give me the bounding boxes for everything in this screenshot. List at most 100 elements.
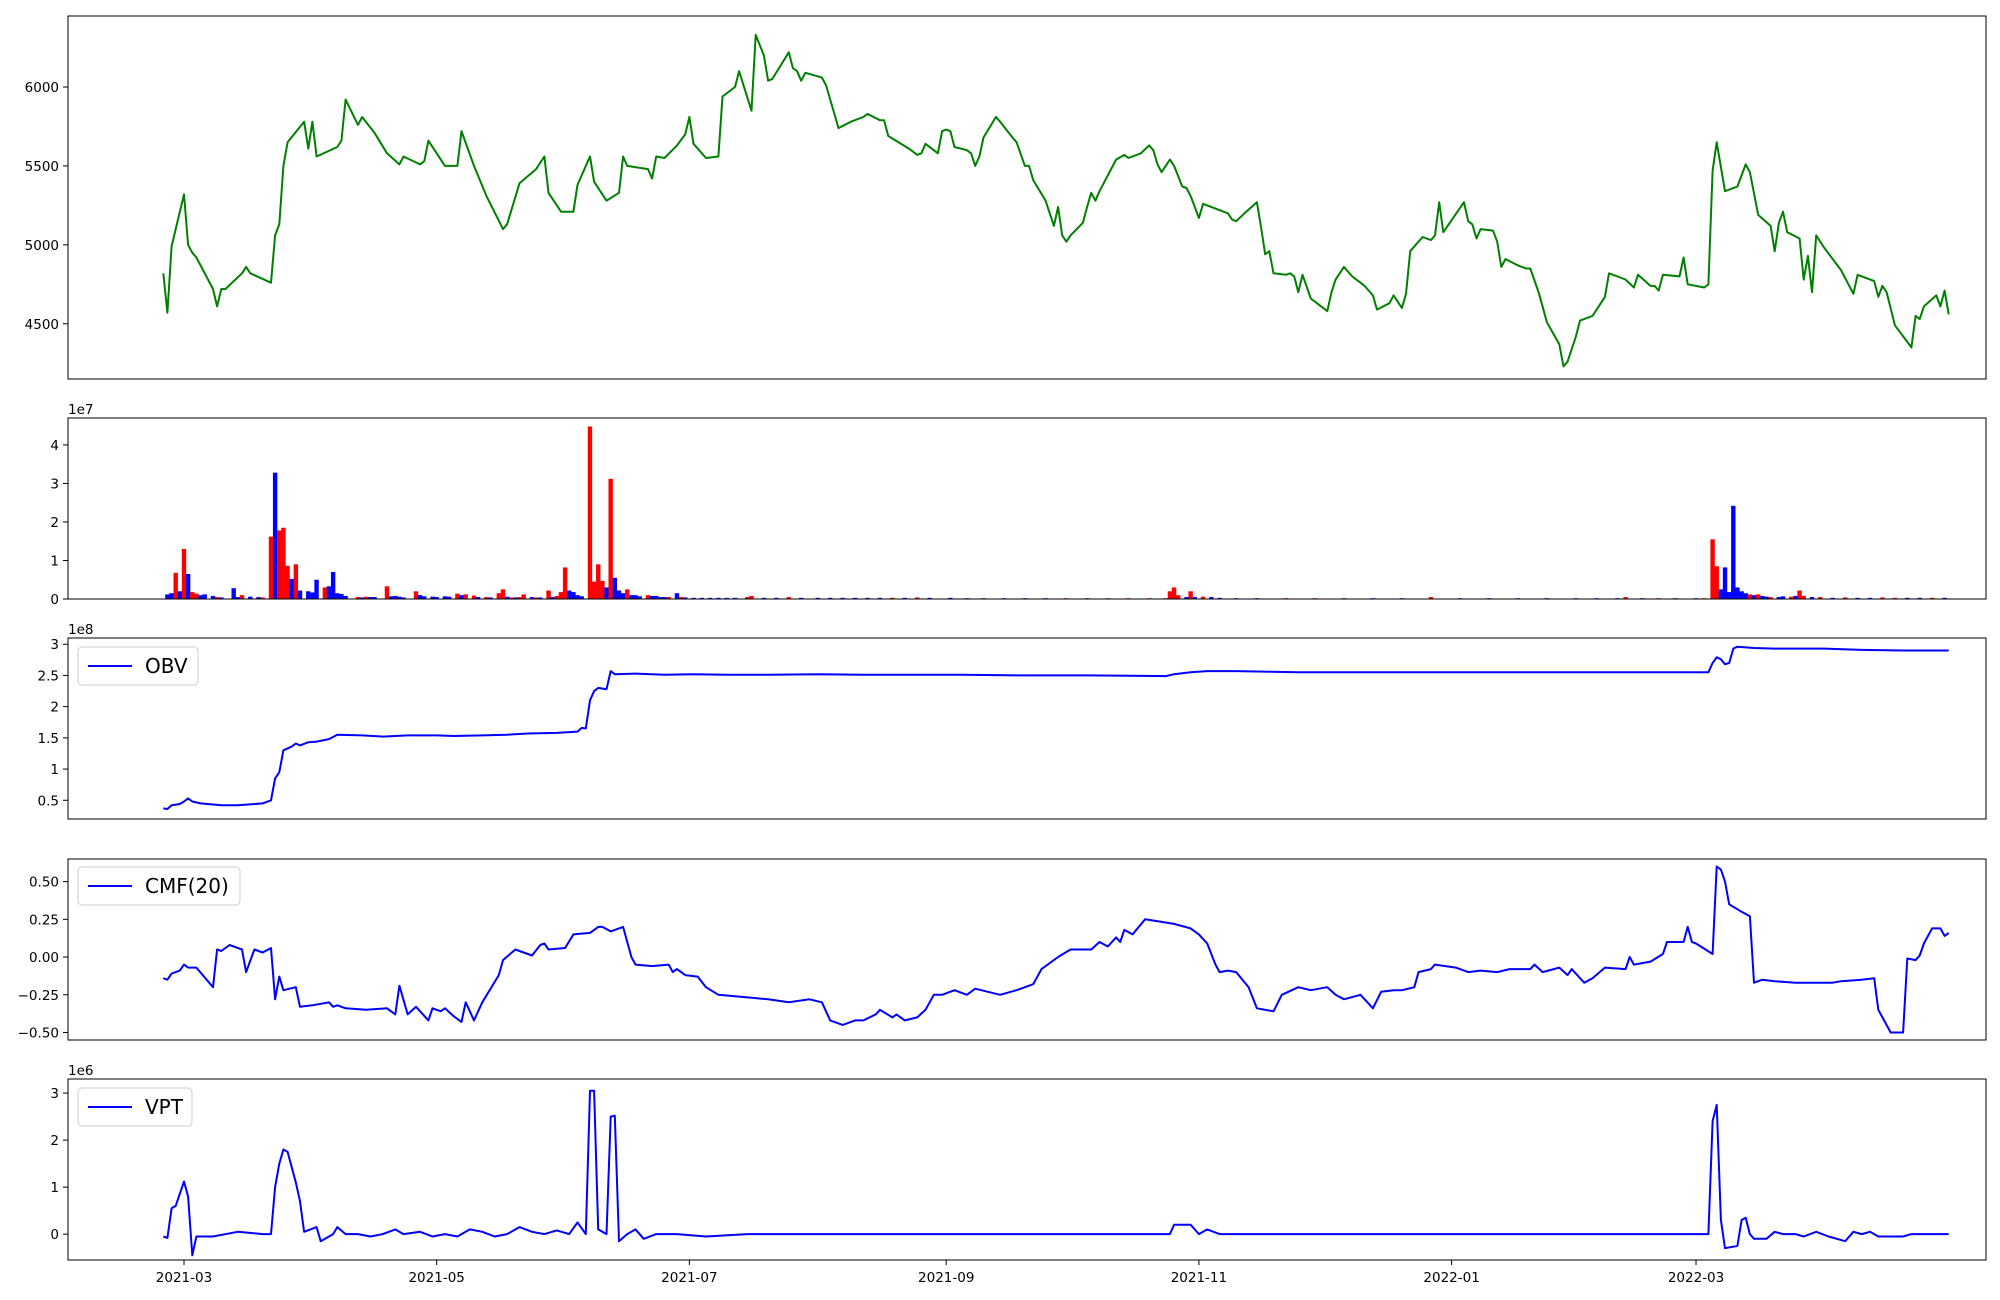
volume-bar: [927, 597, 932, 599]
volume-bar: [558, 592, 564, 599]
volume-bar: [165, 594, 170, 599]
volume-bar: [674, 593, 680, 599]
vpt-exponent-label: 1e6: [68, 1063, 93, 1079]
price-axes-frame: [67, 15, 1987, 380]
obv-series-line: [163, 645, 1949, 810]
volume-ytick-label: 0: [50, 592, 59, 608]
volume-bar: [422, 596, 427, 599]
x-tick-label: 2021-09: [918, 1270, 974, 1286]
volume-bar: [1167, 591, 1173, 599]
volume-bar: [281, 527, 286, 599]
volume-bar: [915, 597, 920, 599]
volume-bar: [401, 597, 406, 599]
volume-bar: [1735, 587, 1740, 599]
vpt-legend-label: VPT: [145, 1095, 184, 1119]
volume-bar: [260, 597, 265, 599]
volume-bar: [604, 587, 609, 599]
volume-bar: [724, 597, 729, 599]
price-ytick-label: 5000: [25, 238, 59, 254]
volume-bar: [1780, 596, 1786, 599]
volume-bar: [343, 595, 348, 599]
volume-bar: [761, 597, 767, 599]
vpt-series-line: [162, 1089, 1949, 1257]
vpt-ytick-label: 3: [50, 1086, 59, 1102]
price-series-line: [162, 33, 1950, 368]
volume-bar: [268, 536, 274, 599]
volume-bar: [629, 595, 634, 599]
vpt-legend-box: [77, 1087, 193, 1127]
x-tick-label: 2022-01: [1423, 1270, 1479, 1286]
volume-bar: [1768, 597, 1773, 599]
volume-bar: [297, 590, 303, 599]
volume-bar: [890, 597, 895, 599]
volume-bar: [707, 597, 713, 599]
vpt-axes-frame: [67, 1078, 1987, 1261]
volume-bar: [509, 597, 514, 599]
volume-bar: [277, 530, 282, 599]
volume-bar: [430, 596, 435, 599]
volume-bar: [1623, 597, 1628, 599]
volume-bar: [637, 596, 642, 599]
volume-bar: [500, 589, 506, 599]
volume-bar: [372, 597, 377, 599]
volume-bar: [716, 597, 721, 599]
volume-bar: [194, 593, 199, 599]
volume-bar: [1714, 566, 1719, 599]
volume-bar: [616, 590, 622, 599]
obv-ytick-label: 0.5: [38, 793, 59, 809]
volume-bar: [198, 595, 203, 599]
cmf-ytick-label: 0.00: [29, 950, 59, 966]
x-tick-label: 2021-03: [156, 1270, 212, 1286]
volume-bar: [384, 586, 390, 599]
volume-bar: [285, 565, 290, 599]
volume-bar: [1764, 596, 1769, 599]
volume-bar: [413, 591, 419, 599]
volume-bar: [322, 587, 328, 599]
volume-bar: [293, 564, 299, 599]
volume-bar: [1809, 597, 1815, 599]
x-tick-label: 2022-03: [1668, 1270, 1724, 1286]
volume-bar: [231, 588, 236, 599]
obv-legend: OBV: [77, 646, 199, 686]
cmf-legend-box: [77, 866, 241, 906]
x-tick-label: 2021-11: [1171, 1270, 1227, 1286]
volume-bar: [625, 589, 630, 599]
vpt-panel: 1e6 VPT 0 1 2 3 2021-03 2021-05 2021-07 2021-09…: [50, 1063, 1987, 1286]
volume-bar: [1929, 597, 1935, 599]
volume-ytick-label: 2: [50, 515, 59, 531]
volume-bar: [496, 593, 502, 599]
volume-bar: [575, 595, 580, 599]
obv-ytick-label: 2: [50, 700, 59, 716]
volume-bar: [446, 596, 452, 599]
volume-bar: [289, 578, 294, 599]
volume-bar: [902, 597, 907, 599]
volume-bar: [1855, 597, 1860, 599]
volume-bar: [1188, 591, 1193, 599]
volume-axes-frame: [67, 417, 1987, 600]
volume-bar: [355, 597, 361, 599]
volume-bar: [504, 596, 510, 599]
cmf-ytick-label: 0.50: [29, 875, 59, 891]
volume-bar: [649, 595, 655, 599]
volume-bar: [1801, 595, 1806, 599]
obv-exponent-label: 1e8: [68, 622, 93, 638]
volume-bar: [1200, 596, 1206, 599]
volume-bar: [455, 593, 460, 599]
volume-bar: [335, 593, 340, 599]
volume-ytick-label: 3: [50, 476, 59, 492]
volume-bar: [591, 581, 597, 599]
volume-bar: [330, 572, 336, 599]
x-tick-label: 2021-07: [661, 1270, 717, 1286]
volume-bar: [397, 596, 402, 599]
volume-bar: [546, 590, 551, 599]
cmf-axes-frame: [67, 858, 1987, 1041]
price-panel: 4500 5000 5500 6000: [25, 15, 1987, 380]
volume-bar: [865, 597, 870, 599]
volume-bar: [310, 592, 315, 599]
obv-ytick-label: 2.5: [38, 668, 59, 684]
volume-bar: [1726, 592, 1732, 599]
volume-bar: [554, 595, 560, 599]
volume-bar: [368, 597, 373, 599]
volume-bar: [484, 597, 489, 599]
